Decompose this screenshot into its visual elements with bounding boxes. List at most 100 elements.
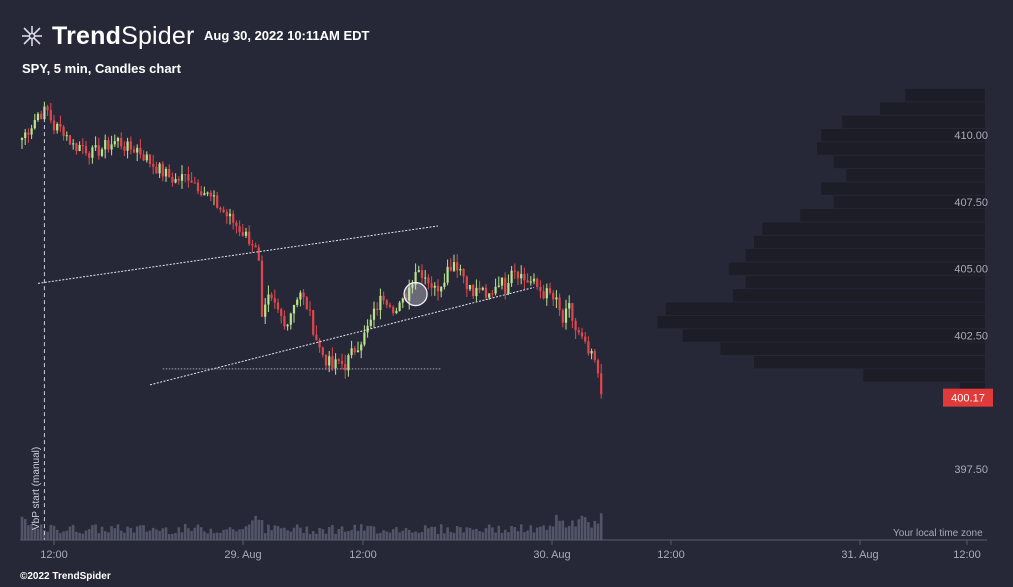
candle-up <box>545 288 548 299</box>
candle-up <box>488 293 491 298</box>
candle-up <box>568 303 571 309</box>
volume-bar <box>471 529 475 540</box>
volume-bar <box>481 532 485 540</box>
candle-up <box>104 140 107 150</box>
candle-up <box>91 147 94 158</box>
candle-down <box>257 247 260 261</box>
candle-up <box>395 310 398 314</box>
volume-bar <box>542 525 545 540</box>
snapshot-datetime: Aug 30, 2022 10:11AM EDT <box>204 28 370 43</box>
candle-up <box>414 271 417 285</box>
volume-bar <box>68 526 72 540</box>
candle-down <box>152 164 155 167</box>
volume-bar <box>414 531 417 540</box>
volume-bar <box>423 525 427 540</box>
candle-up <box>446 266 449 283</box>
candle-down <box>190 180 193 183</box>
volume-bar <box>411 532 414 540</box>
candle-down <box>81 144 84 147</box>
x-tick-label: 31. Aug <box>841 549 878 561</box>
volume-bar <box>254 515 257 540</box>
candle-up <box>494 286 497 294</box>
volume-bar <box>81 533 85 540</box>
x-tick-label: 12:00 <box>40 549 68 561</box>
volume-bar <box>491 527 494 540</box>
volume-bar <box>385 531 389 540</box>
candle-down <box>593 350 596 361</box>
volume-bar <box>39 524 43 540</box>
volume-bar <box>107 532 110 540</box>
candle-up <box>369 319 372 326</box>
axes: 410.00 407.50 405.00 402.50 397.50 12:00 29. A… <box>20 130 993 561</box>
candle-down <box>392 306 395 314</box>
volume-profile-bar <box>817 142 985 155</box>
candle-down <box>168 168 171 178</box>
candle-up <box>424 277 427 279</box>
volume-bar <box>446 527 449 540</box>
candle-down <box>539 286 542 292</box>
candle-down <box>344 363 347 371</box>
volume-bar <box>340 526 344 540</box>
candle-down <box>584 336 587 342</box>
candle-up <box>459 269 462 271</box>
volume-bar <box>500 532 504 540</box>
candle-down <box>184 174 187 176</box>
volume-bar <box>577 519 581 540</box>
candle-down <box>382 295 385 301</box>
volume-profile-bar <box>754 235 985 249</box>
volume-bar <box>171 533 174 540</box>
volume-bar <box>593 520 597 540</box>
candle-down <box>376 308 379 311</box>
candle-up <box>328 356 331 366</box>
candle-up <box>56 123 59 131</box>
candle-down <box>484 287 488 298</box>
candle-down <box>75 143 78 151</box>
volume-bar <box>87 529 91 540</box>
volume-bar <box>260 519 264 540</box>
candle-up <box>244 231 248 236</box>
volume-bar <box>596 523 600 540</box>
volume-bar <box>289 531 293 540</box>
candle-down <box>132 149 136 153</box>
volume-bar <box>391 529 395 540</box>
volume-bar <box>209 528 213 540</box>
candle-down <box>580 332 584 337</box>
volume-profile-bar <box>728 262 985 275</box>
volume-bar <box>516 531 520 540</box>
candle-down <box>62 126 65 137</box>
candle-down <box>315 334 318 341</box>
volume-bar <box>580 515 584 540</box>
volume-bar <box>23 518 27 540</box>
candle-up <box>481 287 484 290</box>
volume-bar <box>308 533 312 540</box>
candle-down <box>558 297 561 311</box>
volume-bar <box>161 528 165 540</box>
candle-down <box>283 315 286 327</box>
candle-down <box>340 360 344 364</box>
candle-down <box>331 356 334 369</box>
candle-up <box>164 168 168 177</box>
volume-bar <box>407 529 411 540</box>
candle-down <box>200 191 203 196</box>
volume-bar <box>599 513 603 540</box>
volume-bar <box>468 527 472 540</box>
volume-bar <box>215 532 219 540</box>
candle-up <box>24 132 27 139</box>
candle-down <box>139 147 142 155</box>
candle-up <box>292 304 296 314</box>
volume-profile-bar <box>720 342 985 355</box>
volume-bar <box>212 533 216 540</box>
candle-down <box>155 166 158 174</box>
candle-up <box>372 308 376 320</box>
volume-bar <box>455 525 459 540</box>
volume-bar <box>567 526 571 540</box>
volume-profile-bar <box>833 195 985 209</box>
y-tick-label: 407.50 <box>954 197 988 209</box>
candle-up <box>203 193 206 196</box>
volume-bar <box>305 526 309 540</box>
candle-down <box>120 138 123 147</box>
volume-bar <box>337 528 341 540</box>
candle-up <box>36 113 40 121</box>
volume-bar <box>443 533 446 540</box>
